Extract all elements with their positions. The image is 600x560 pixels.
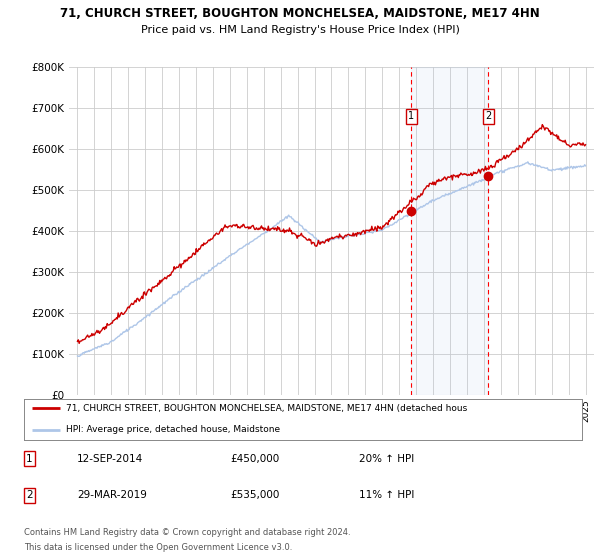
Text: 20% ↑ HPI: 20% ↑ HPI [359, 454, 414, 464]
Text: 11% ↑ HPI: 11% ↑ HPI [359, 490, 414, 500]
Text: 2: 2 [485, 111, 491, 122]
Text: £535,000: £535,000 [230, 490, 280, 500]
Text: 12-SEP-2014: 12-SEP-2014 [77, 454, 143, 464]
Text: This data is licensed under the Open Government Licence v3.0.: This data is licensed under the Open Gov… [24, 543, 292, 552]
Text: £450,000: £450,000 [230, 454, 280, 464]
Text: 1: 1 [408, 111, 414, 122]
Text: 71, CHURCH STREET, BOUGHTON MONCHELSEA, MAIDSTONE, ME17 4HN (detached hous: 71, CHURCH STREET, BOUGHTON MONCHELSEA, … [66, 404, 467, 413]
Text: 71, CHURCH STREET, BOUGHTON MONCHELSEA, MAIDSTONE, ME17 4HN: 71, CHURCH STREET, BOUGHTON MONCHELSEA, … [60, 7, 540, 20]
Text: Price paid vs. HM Land Registry's House Price Index (HPI): Price paid vs. HM Land Registry's House … [140, 25, 460, 35]
Text: 1: 1 [26, 454, 33, 464]
Bar [411, 67, 488, 395]
Text: Contains HM Land Registry data © Crown copyright and database right 2024.: Contains HM Land Registry data © Crown c… [24, 528, 350, 536]
Text: 29-MAR-2019: 29-MAR-2019 [77, 490, 147, 500]
Text: 2: 2 [26, 490, 33, 500]
Text: HPI: Average price, detached house, Maidstone: HPI: Average price, detached house, Maid… [66, 425, 280, 434]
